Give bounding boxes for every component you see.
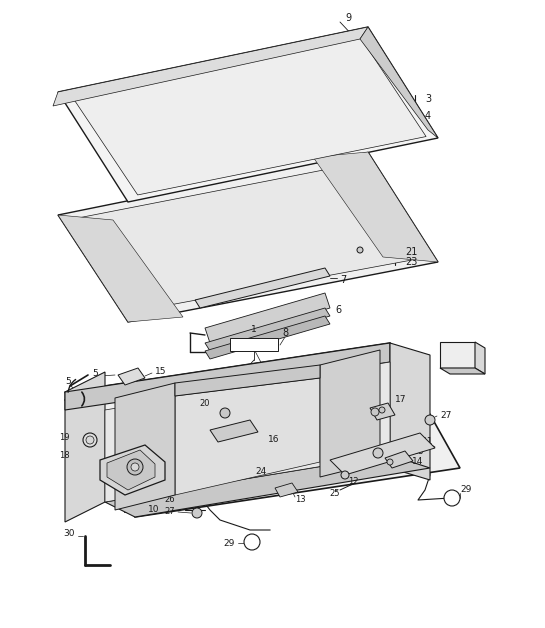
Text: 24: 24 xyxy=(255,467,267,477)
Text: 19: 19 xyxy=(59,433,70,441)
Text: 29: 29 xyxy=(460,485,471,494)
Text: 20: 20 xyxy=(199,399,210,408)
Polygon shape xyxy=(100,445,165,495)
Text: 26: 26 xyxy=(165,494,175,504)
Text: 4: 4 xyxy=(425,111,431,121)
Circle shape xyxy=(357,247,363,253)
Text: 20: 20 xyxy=(361,440,372,450)
Text: 8: 8 xyxy=(282,328,288,338)
Polygon shape xyxy=(390,343,430,480)
Polygon shape xyxy=(105,455,430,517)
Circle shape xyxy=(127,459,143,475)
Text: 11: 11 xyxy=(422,438,433,447)
Text: 22: 22 xyxy=(451,348,463,358)
Bar xyxy=(230,338,278,351)
Polygon shape xyxy=(65,372,105,522)
Polygon shape xyxy=(65,343,390,410)
Polygon shape xyxy=(440,342,475,368)
Text: 1: 1 xyxy=(251,325,257,335)
Polygon shape xyxy=(475,342,485,374)
Text: 15: 15 xyxy=(155,367,167,377)
Polygon shape xyxy=(385,451,413,468)
Text: 17: 17 xyxy=(395,396,407,404)
Polygon shape xyxy=(175,378,320,495)
Text: 5: 5 xyxy=(92,369,98,379)
Polygon shape xyxy=(105,362,390,502)
Polygon shape xyxy=(370,403,395,420)
Text: 14: 14 xyxy=(412,458,423,467)
Text: 18: 18 xyxy=(59,452,70,460)
Polygon shape xyxy=(360,27,438,138)
Text: 27: 27 xyxy=(165,507,175,516)
Polygon shape xyxy=(330,433,435,475)
Text: 9: 9 xyxy=(345,13,351,23)
Text: 3: 3 xyxy=(425,94,431,104)
Circle shape xyxy=(341,471,349,479)
Circle shape xyxy=(220,408,230,418)
Polygon shape xyxy=(53,27,368,106)
Polygon shape xyxy=(195,268,330,308)
Text: 7: 7 xyxy=(340,275,346,285)
Text: 5: 5 xyxy=(65,377,71,386)
Circle shape xyxy=(444,490,460,506)
Circle shape xyxy=(387,459,393,465)
Polygon shape xyxy=(205,316,330,359)
Text: 12: 12 xyxy=(233,340,243,349)
Text: 10: 10 xyxy=(148,506,160,514)
Circle shape xyxy=(354,38,362,46)
Circle shape xyxy=(131,463,139,471)
Text: 13: 13 xyxy=(295,495,306,504)
Circle shape xyxy=(373,448,383,458)
Text: 28: 28 xyxy=(412,448,423,457)
Polygon shape xyxy=(118,368,145,385)
Polygon shape xyxy=(440,368,485,374)
Text: 16: 16 xyxy=(268,435,280,445)
Text: 2: 2 xyxy=(168,463,174,472)
Circle shape xyxy=(86,436,94,444)
Polygon shape xyxy=(58,215,183,322)
Text: 13: 13 xyxy=(249,340,259,349)
Polygon shape xyxy=(175,365,320,396)
Circle shape xyxy=(371,408,379,416)
Polygon shape xyxy=(58,152,438,322)
Text: 30: 30 xyxy=(64,529,75,538)
Text: 23: 23 xyxy=(405,257,417,267)
Polygon shape xyxy=(275,483,298,497)
Polygon shape xyxy=(58,27,438,202)
Text: 14: 14 xyxy=(265,340,275,349)
Circle shape xyxy=(379,407,385,413)
Text: 29: 29 xyxy=(223,538,235,548)
Polygon shape xyxy=(205,308,330,351)
Polygon shape xyxy=(107,450,155,490)
Circle shape xyxy=(244,534,260,550)
Circle shape xyxy=(425,415,435,425)
Polygon shape xyxy=(320,350,380,477)
Text: 21: 21 xyxy=(405,247,417,257)
Text: 25: 25 xyxy=(330,489,340,499)
Polygon shape xyxy=(70,34,426,195)
Circle shape xyxy=(192,508,202,518)
Polygon shape xyxy=(115,383,175,510)
Text: 12: 12 xyxy=(348,477,359,487)
Text: 6: 6 xyxy=(335,305,341,315)
Polygon shape xyxy=(210,420,258,442)
Polygon shape xyxy=(313,152,438,262)
Circle shape xyxy=(83,433,97,447)
Polygon shape xyxy=(80,165,416,310)
Text: 27: 27 xyxy=(440,411,451,420)
Polygon shape xyxy=(65,343,460,517)
Polygon shape xyxy=(205,293,330,343)
